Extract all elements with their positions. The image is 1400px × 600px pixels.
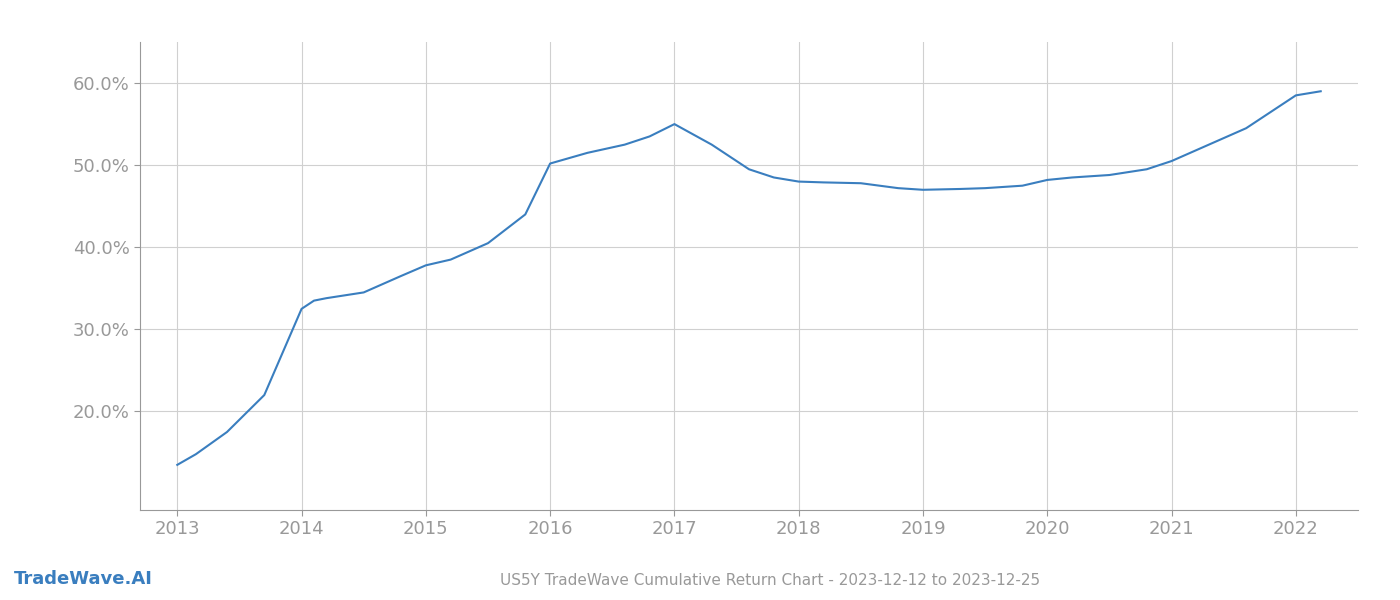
Text: US5Y TradeWave Cumulative Return Chart - 2023-12-12 to 2023-12-25: US5Y TradeWave Cumulative Return Chart -… xyxy=(500,573,1040,588)
Text: TradeWave.AI: TradeWave.AI xyxy=(14,570,153,588)
